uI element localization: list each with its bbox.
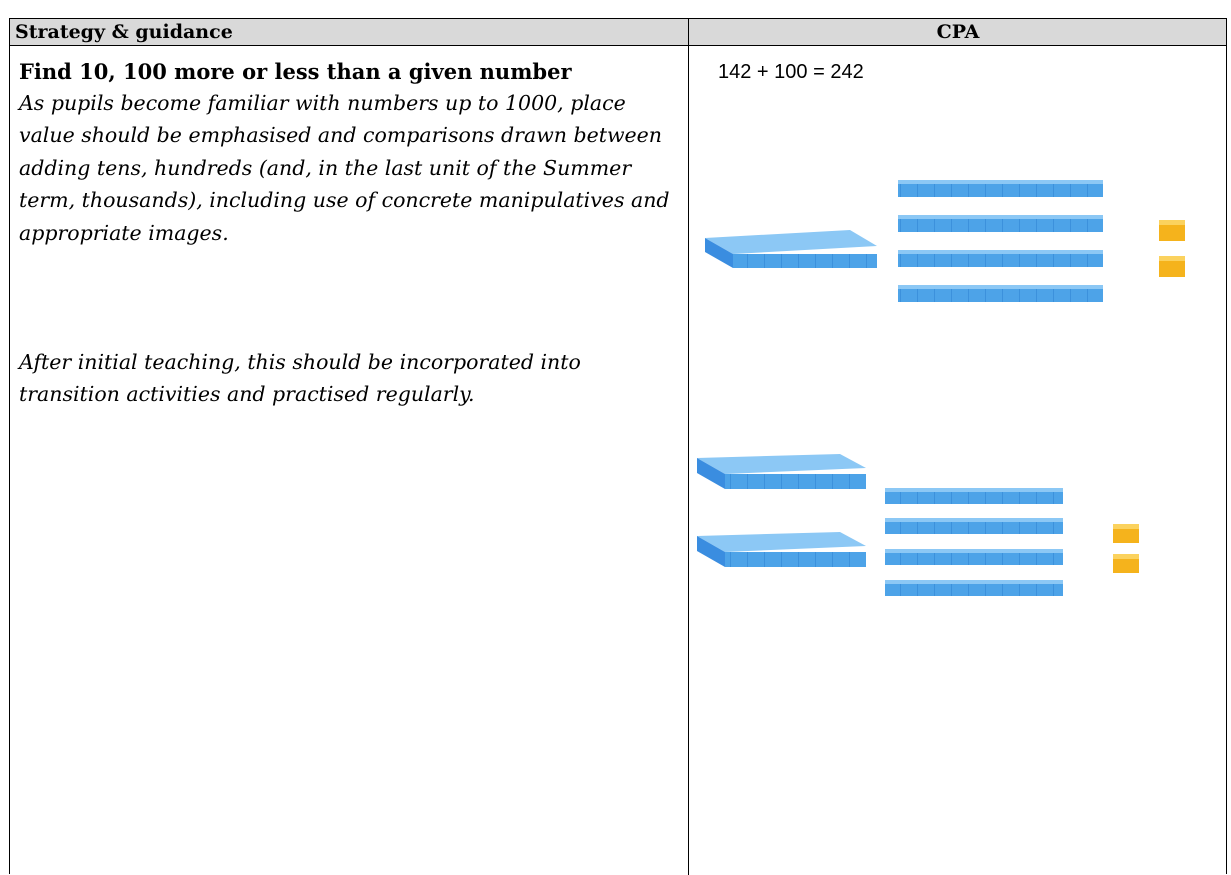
paragraph: After initial teaching, this should be i…	[19, 350, 581, 407]
paragraph: As pupils become familiar with numbers u…	[19, 91, 670, 245]
hundred-flat	[697, 454, 866, 489]
column-divider	[688, 19, 689, 875]
table: Strategy & guidance CPA Find 10, 100 mor…	[9, 18, 1227, 875]
header-row: Strategy & guidance CPA	[10, 19, 1226, 46]
base-ten-blocks	[697, 180, 1185, 596]
hundred-flat	[705, 230, 877, 268]
one-cubes	[1159, 220, 1185, 277]
section-title: Find 10, 100 more or less than a given n…	[19, 59, 572, 84]
ten-rods	[885, 488, 1063, 596]
equation: 142 + 100 = 242	[718, 61, 864, 83]
header-cell: CPA	[936, 21, 980, 43]
one-cubes	[1113, 524, 1139, 573]
ten-rods	[898, 180, 1103, 302]
header-cell: Strategy & guidance	[15, 21, 233, 43]
hundred-flat	[697, 532, 866, 567]
